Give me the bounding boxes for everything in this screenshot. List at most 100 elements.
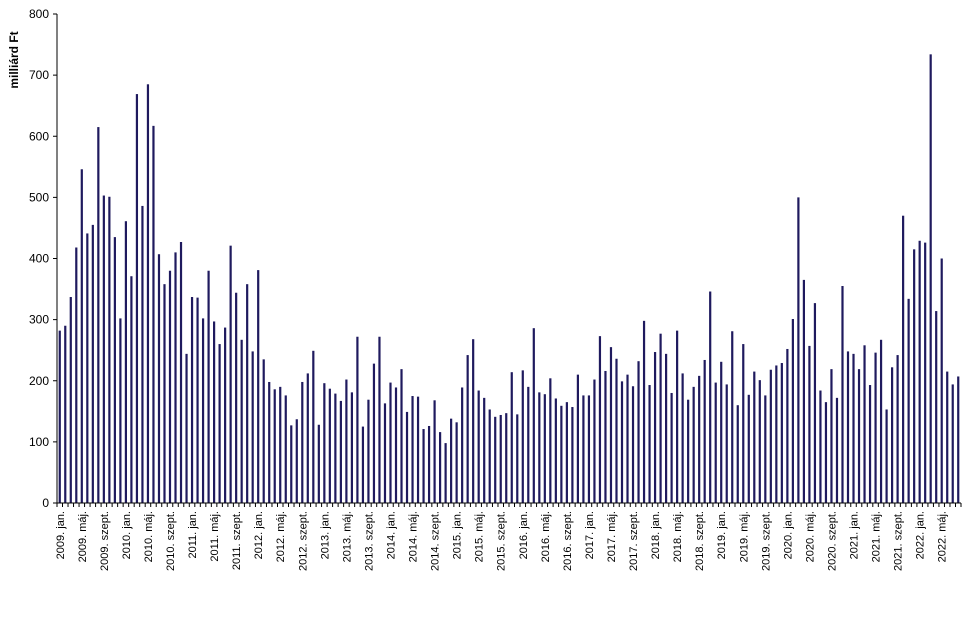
bar bbox=[543, 394, 546, 503]
bar bbox=[268, 381, 271, 503]
bar bbox=[213, 321, 216, 503]
x-tick-label: 2017. szept. bbox=[628, 511, 640, 571]
bar bbox=[427, 425, 431, 503]
bar bbox=[725, 384, 728, 503]
bar bbox=[642, 320, 646, 503]
bar bbox=[791, 319, 794, 503]
y-tick-label: 200 bbox=[29, 374, 49, 388]
bar bbox=[670, 392, 673, 503]
bar bbox=[885, 409, 888, 503]
x-tick-label: 2012. jan. bbox=[253, 511, 265, 559]
bar bbox=[615, 358, 618, 503]
x-tick-label: 2016. máj. bbox=[540, 511, 552, 562]
bar bbox=[598, 336, 602, 503]
bar bbox=[411, 396, 414, 503]
x-tick-label: 2009. szept. bbox=[99, 511, 111, 571]
bar bbox=[736, 405, 739, 503]
bar bbox=[179, 242, 183, 503]
bar bbox=[157, 254, 161, 503]
bar bbox=[653, 352, 657, 503]
bar bbox=[813, 303, 817, 503]
bar bbox=[676, 330, 679, 503]
bar bbox=[472, 339, 475, 503]
bar bbox=[709, 291, 712, 503]
bar bbox=[521, 370, 524, 503]
bar bbox=[857, 369, 861, 503]
bar bbox=[130, 276, 133, 503]
bar bbox=[874, 352, 877, 503]
bar bbox=[119, 318, 122, 503]
bar bbox=[75, 247, 78, 503]
bar bbox=[510, 372, 513, 503]
bar bbox=[306, 373, 309, 503]
bar bbox=[108, 196, 111, 503]
bar bbox=[830, 369, 833, 503]
x-tick-label: 2021. szept. bbox=[893, 511, 905, 571]
x-tick-label: 2015. szept. bbox=[496, 511, 508, 571]
bar bbox=[295, 419, 298, 503]
bar bbox=[69, 297, 72, 503]
bar bbox=[317, 424, 320, 503]
y-tick-label: 800 bbox=[29, 7, 49, 21]
bar bbox=[174, 252, 177, 503]
x-tick-label: 2022. máj. bbox=[937, 511, 949, 562]
bar bbox=[422, 429, 425, 503]
y-tick-label: 500 bbox=[29, 190, 49, 204]
bar bbox=[742, 344, 745, 503]
bar bbox=[863, 345, 866, 503]
bar bbox=[576, 374, 579, 503]
bar bbox=[262, 359, 265, 503]
bar bbox=[907, 298, 910, 503]
bar bbox=[389, 382, 392, 503]
bar bbox=[345, 379, 348, 503]
bar bbox=[97, 127, 100, 503]
bar bbox=[780, 363, 783, 503]
x-tick-label: 2018. szept. bbox=[694, 511, 706, 571]
y-tick-label: 0 bbox=[42, 496, 49, 510]
bar bbox=[290, 425, 293, 503]
bar bbox=[141, 205, 144, 503]
bar bbox=[571, 407, 574, 503]
bar bbox=[102, 195, 105, 504]
x-tick-label: 2013. szept. bbox=[363, 511, 375, 571]
x-tick-label: 2019. jan. bbox=[716, 511, 728, 559]
bar bbox=[273, 389, 276, 503]
bar bbox=[433, 400, 436, 503]
y-axis-ticks: 0 100 200 300 400 500 600 700 800 bbox=[29, 7, 57, 510]
bar bbox=[190, 297, 194, 503]
x-axis-ticks: 2009. jan. 2009. máj. 2009. szept. 2010. ja… bbox=[55, 503, 962, 571]
bar bbox=[665, 353, 668, 503]
bar bbox=[323, 383, 326, 503]
bar bbox=[560, 405, 563, 503]
bar bbox=[835, 397, 839, 503]
bar bbox=[637, 361, 640, 503]
bar bbox=[918, 240, 921, 503]
bar bbox=[846, 351, 850, 503]
bar bbox=[896, 355, 899, 503]
x-tick-label: 2020. jan. bbox=[782, 511, 794, 559]
bar bbox=[218, 344, 221, 503]
bar bbox=[852, 353, 855, 503]
bar bbox=[879, 339, 883, 503]
bar bbox=[405, 411, 409, 503]
bar bbox=[957, 376, 960, 503]
x-tick-label: 2014. máj. bbox=[408, 511, 420, 562]
bar bbox=[841, 286, 844, 503]
bar bbox=[279, 386, 282, 503]
bar bbox=[516, 414, 519, 503]
bar bbox=[367, 399, 370, 503]
bar bbox=[532, 328, 535, 503]
bar bbox=[240, 339, 243, 503]
bar bbox=[185, 353, 188, 503]
bar bbox=[824, 402, 828, 503]
bar bbox=[929, 54, 932, 504]
bar bbox=[224, 327, 227, 503]
bar bbox=[64, 325, 67, 503]
bar bbox=[659, 333, 662, 503]
bar bbox=[891, 367, 894, 503]
bar bbox=[698, 375, 701, 503]
bar bbox=[207, 270, 210, 503]
y-tick-label: 100 bbox=[29, 435, 49, 449]
bar bbox=[284, 395, 287, 503]
bar bbox=[312, 350, 315, 503]
